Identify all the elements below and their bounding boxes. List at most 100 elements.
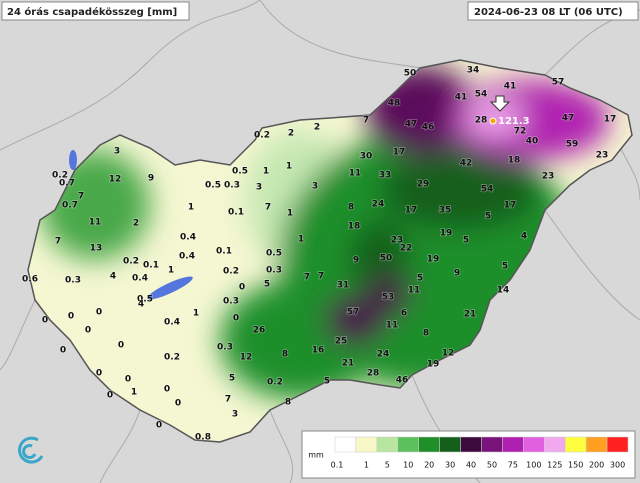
station-value: 7 [318, 272, 324, 282]
station-value: 5 [417, 274, 423, 284]
station-value: 7 [363, 116, 369, 126]
legend-label: 200 [589, 461, 604, 470]
legend-swatch [544, 436, 566, 453]
station-value: 12 [442, 349, 455, 359]
station-value: 42 [460, 159, 473, 169]
title-box [1, 1, 190, 21]
station-value: 46 [422, 123, 435, 133]
station-value: 5 [229, 374, 235, 384]
station-value: 3 [114, 147, 120, 157]
station-value: 17 [604, 115, 617, 125]
station-value: 18 [508, 156, 521, 166]
station-value: 4 [521, 232, 527, 242]
station-value: 3 [312, 182, 318, 192]
legend-swatch [460, 436, 482, 453]
station-value: 53 [382, 293, 395, 303]
station-value: 26 [253, 326, 266, 336]
station-value: 0.6 [22, 275, 38, 285]
station-value: 0.5 [232, 167, 248, 177]
station-value: 4 [138, 300, 144, 310]
legend-swatch [334, 436, 357, 453]
station-value: 7 [55, 237, 61, 247]
station-value: 7 [225, 395, 231, 405]
legend-swatch [439, 436, 461, 453]
station-value: 5 [502, 262, 508, 272]
station-value: 47 [562, 114, 575, 124]
station-value: 23 [391, 236, 404, 246]
station-value: 3 [256, 183, 262, 193]
station-value: 1 [168, 266, 174, 276]
station-value: 33 [379, 171, 392, 181]
station-value: 0.1 [216, 247, 232, 257]
station-value: 0.2 [254, 131, 270, 141]
station-value: 0 [60, 346, 66, 356]
station-value: 8 [285, 398, 291, 408]
station-value: 19 [427, 255, 440, 265]
legend-label: 100 [526, 461, 541, 470]
station-value: 16 [312, 346, 325, 356]
station-value: 0 [239, 283, 245, 293]
station-value: 9 [353, 256, 359, 266]
station-value: 1 [193, 309, 199, 319]
legend-label: 150 [568, 461, 583, 470]
station-value: 5 [264, 280, 270, 290]
station-value: 11 [89, 218, 102, 228]
legend-swatch [397, 436, 419, 453]
station-value: 24 [372, 200, 385, 210]
station-value: 28 [475, 116, 488, 126]
legend-swatch [376, 436, 399, 453]
station-value: 3 [232, 410, 238, 420]
station-value: 2 [133, 219, 139, 229]
station-value: 13 [90, 244, 103, 254]
legend-label: 20 [424, 461, 434, 470]
station-value: 0.5 [266, 249, 282, 259]
station-value: 35 [439, 206, 452, 216]
station-value: 57 [552, 78, 565, 88]
station-value: 19 [440, 229, 453, 239]
lakes [69, 150, 193, 300]
station-value: 18 [348, 222, 361, 232]
station-value: 0 [125, 375, 131, 385]
station-value: 28 [367, 369, 380, 379]
station-value: 0 [107, 391, 113, 401]
station-value: 5 [485, 212, 491, 222]
station-value: 1 [286, 162, 292, 172]
station-value: 12 [240, 353, 253, 363]
station-value: 54 [481, 185, 494, 195]
legend-label: 5 [385, 461, 390, 470]
station-value: 0.8 [195, 433, 211, 443]
station-value: 40 [526, 137, 539, 147]
title: 24 órás csapadékösszeg [mm] [7, 6, 177, 18]
legend-swatch [606, 436, 629, 453]
legend-label: 1 [364, 461, 369, 470]
station-value: 24 [377, 350, 390, 360]
station-value: 0.3 [223, 297, 239, 307]
station-value: 11 [408, 286, 421, 296]
station-value: 0.4 [180, 233, 196, 243]
station-value: 0.2 [52, 171, 68, 181]
station-value: 0 [233, 314, 239, 324]
legend-swatch [502, 436, 524, 453]
station-value: 25 [335, 337, 348, 347]
station-value: 0 [68, 312, 74, 322]
station-value: 1 [298, 235, 304, 245]
station-value: 0 [118, 341, 124, 351]
station-value: 34 [467, 66, 480, 76]
station-value: 9 [148, 174, 154, 184]
legend: 0.1 1 5 10 20 30 40 50 75 100 125 150 200 300 [331, 436, 629, 470]
date-box [467, 1, 639, 21]
station-value: 11 [349, 169, 362, 179]
legend-label: 30 [445, 461, 455, 470]
date: 2024-06-23 08 LT (06 UTC) [474, 7, 623, 18]
station-value: 0 [85, 326, 91, 336]
station-value: 0.2 [267, 378, 283, 388]
station-value: 4 [110, 272, 116, 282]
station-value: 11 [386, 321, 399, 331]
legend-label: 0.1 [331, 461, 344, 470]
station-value: 0.5 [205, 181, 221, 191]
legend-swatch [481, 436, 503, 453]
station-value: 1 [131, 388, 137, 398]
station-value: 7 [78, 192, 84, 202]
legend-swatch [418, 436, 440, 453]
